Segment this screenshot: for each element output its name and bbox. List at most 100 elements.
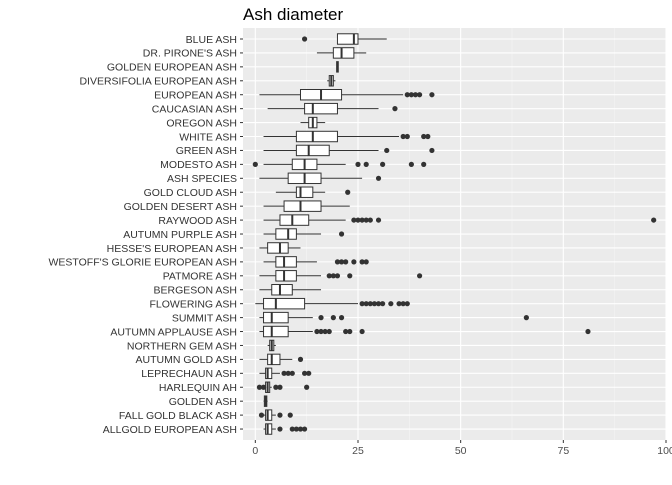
outlier-point [345, 189, 351, 195]
outlier-point [326, 273, 332, 279]
y-tick-label: OREGON ASH [166, 117, 237, 129]
outlier-point [396, 301, 402, 307]
box-iqr [265, 409, 273, 421]
outlier-point [367, 301, 373, 307]
y-tick-label: AUTUMN GOLD ASH [135, 354, 237, 366]
outlier-point [338, 231, 345, 237]
outlier-point [289, 426, 295, 432]
boxplot-group [302, 33, 387, 45]
outlier-point [343, 259, 349, 265]
box-iqr [265, 367, 273, 380]
outlier-point [416, 92, 423, 98]
outlier-point [343, 328, 349, 335]
outlier-point [429, 147, 435, 154]
box-iqr [263, 325, 289, 338]
outlier-point [404, 133, 410, 140]
y-tick-label: FALL GOLD BLACK ASH [119, 410, 237, 422]
x-tick-label: 100 [657, 445, 672, 457]
outlier-point [277, 412, 283, 418]
outlier-point [408, 92, 414, 98]
y-tick-label: FLOWERING ASH [149, 298, 237, 310]
outlier-point [359, 259, 365, 265]
outlier-point [355, 217, 361, 223]
boxplot-group [267, 339, 276, 352]
outlier-point [651, 217, 657, 223]
outlier-point [302, 370, 308, 376]
boxplot-group [263, 214, 657, 226]
y-axis-tick-labels: BLUE ASH DR. PIRONE'S ASH GOLDEN EUROPEAN … [48, 34, 243, 436]
y-tick-label: GOLDEN DESERT ASH [124, 201, 237, 213]
boxplot-group [252, 158, 427, 171]
boxplot-group [259, 325, 591, 338]
outlier-point [371, 301, 378, 307]
box-iqr [275, 228, 297, 240]
boxplot-group [263, 423, 308, 435]
box-iqr [336, 33, 359, 45]
outlier-point [359, 328, 365, 335]
boxplot-group [258, 409, 293, 421]
boxplot-group [256, 381, 310, 393]
boxplot-group [327, 75, 336, 87]
outlier-point [400, 301, 406, 307]
boxplot-group [263, 144, 435, 157]
outlier-point [425, 133, 431, 140]
outlier-point [273, 384, 279, 390]
y-tick-label: GOLDEN ASH [169, 396, 237, 408]
y-tick-label: RAYWOOD ASH [158, 215, 237, 227]
outlier-point [302, 36, 308, 42]
outlier-point [258, 412, 265, 418]
outlier-point [277, 384, 283, 390]
boxplot-group [259, 353, 304, 366]
y-tick-label: LEPRECHAUN ASH [141, 368, 237, 380]
outlier-point [404, 301, 410, 307]
y-tick-label: WESTOFF'S GLORIE EUROPEAN ASH [48, 257, 237, 269]
outlier-point [318, 315, 324, 321]
outlier-point [297, 356, 304, 362]
y-tick-label: BERGESON ASH [154, 285, 237, 297]
outlier-point [359, 301, 365, 307]
outlier-point [400, 133, 406, 140]
x-tick-label: 0 [252, 445, 258, 457]
outlier-point [306, 370, 312, 376]
y-tick-label: ASH SPECIES [167, 173, 237, 185]
y-tick-label: WHITE ASH [179, 131, 237, 143]
x-tick-label: 25 [352, 445, 364, 457]
box-iqr [304, 102, 338, 115]
y-tick-label: AUTUMN PURPLE ASH [123, 229, 237, 241]
outlier-point [363, 259, 369, 265]
box-iqr [267, 242, 289, 254]
outlier-point [375, 175, 382, 181]
boxplot-group [259, 284, 322, 296]
outlier-point [380, 161, 386, 167]
box-iqr [275, 256, 297, 268]
outlier-point [363, 161, 369, 167]
boxplot-group [275, 186, 351, 198]
outlier-point [388, 301, 394, 307]
outlier-point [416, 273, 423, 279]
box-iqr [295, 186, 314, 198]
outlier-point [297, 426, 304, 432]
outlier-point [304, 384, 310, 390]
outlier-point [302, 426, 308, 432]
outlier-point [256, 384, 263, 390]
y-tick-label: SUMMIT ASH [172, 312, 237, 324]
outlier-point [287, 412, 293, 418]
outlier-point [338, 315, 345, 321]
outlier-point [363, 301, 369, 307]
box-iqr [295, 144, 330, 157]
boxplot-group [263, 228, 345, 240]
outlier-point [380, 301, 386, 307]
outlier-point [252, 161, 258, 167]
outlier-point [285, 370, 291, 376]
box-iqr [271, 284, 293, 296]
x-tick-label: 50 [455, 445, 467, 457]
boxplot-group [259, 311, 529, 324]
outlier-point [375, 301, 382, 307]
outlier-point [408, 161, 414, 167]
boxplot-group [259, 367, 312, 380]
y-tick-label: HESSE'S EUROPEAN ASH [107, 243, 237, 255]
boxplot-group [263, 130, 431, 143]
y-tick-label: NORTHERN GEM ASH [127, 340, 237, 352]
y-tick-label: GOLD CLOUD ASH [144, 187, 237, 199]
